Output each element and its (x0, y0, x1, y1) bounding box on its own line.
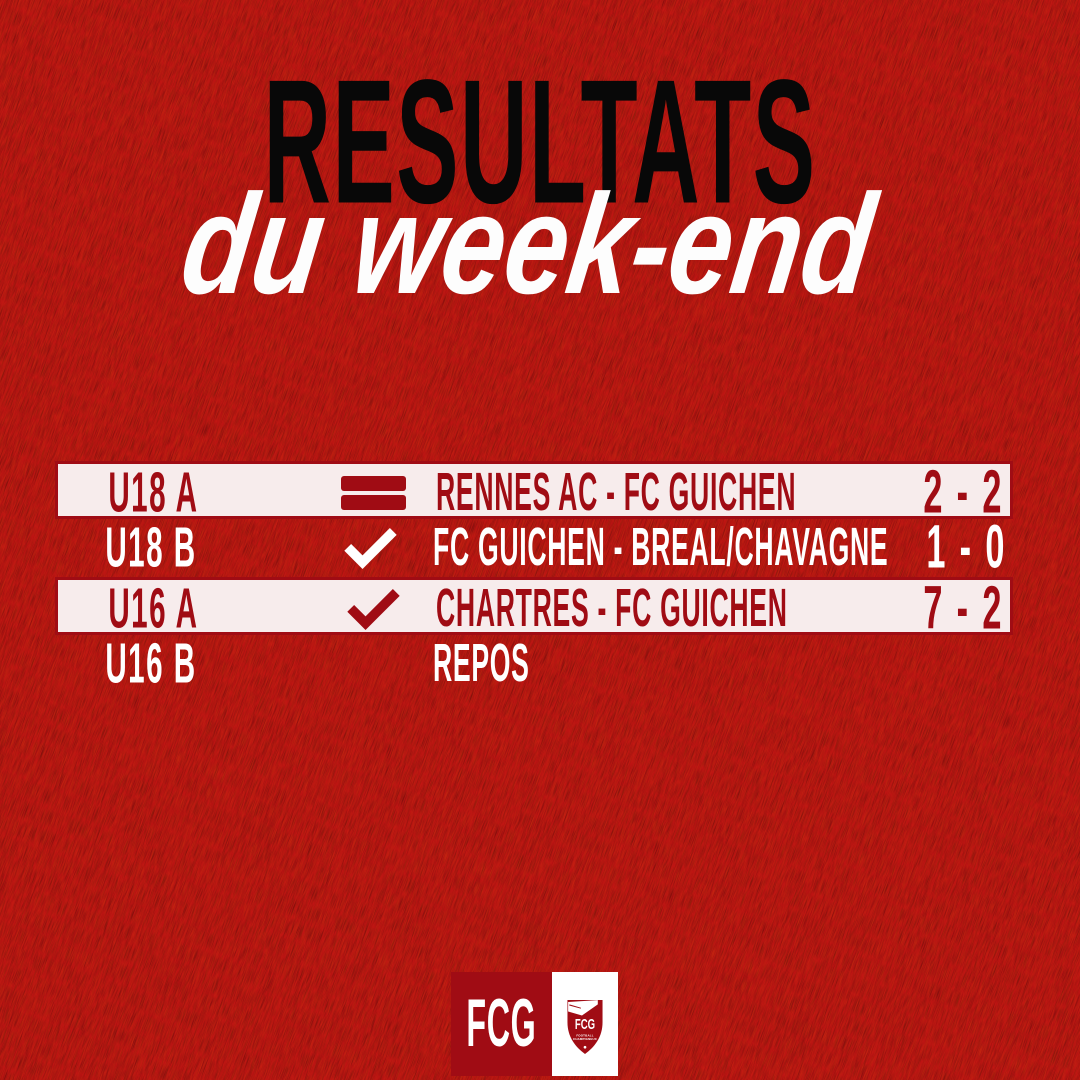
svg-text:CHAMPIGNEUX: CHAMPIGNEUX (573, 1037, 597, 1041)
svg-text:FCG: FCG (575, 1017, 595, 1033)
svg-text:FOOTBALL: FOOTBALL (576, 1033, 593, 1037)
